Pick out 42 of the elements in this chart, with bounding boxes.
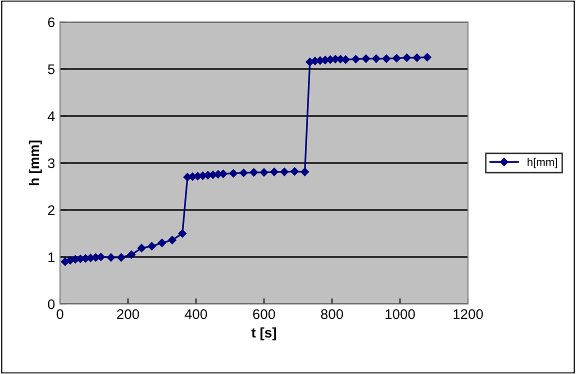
y-tick-label: 5 bbox=[48, 64, 55, 74]
point bbox=[127, 250, 136, 259]
y-tick-label: 3 bbox=[48, 158, 55, 168]
point bbox=[412, 54, 422, 62]
point bbox=[239, 168, 248, 177]
y-tick-label: 0 bbox=[48, 299, 55, 310]
x-tick-label: 200 bbox=[117, 309, 140, 320]
x-tick-label: 800 bbox=[321, 309, 344, 320]
point bbox=[280, 168, 289, 176]
legend-label: h[mm] bbox=[528, 158, 557, 168]
y-tick-label: 6 bbox=[48, 17, 55, 28]
y-axis-title: h [mm] bbox=[28, 140, 42, 186]
y-tick-label: 2 bbox=[48, 205, 54, 216]
x-tick-label: 1200 bbox=[454, 309, 483, 320]
point bbox=[178, 229, 187, 238]
point bbox=[219, 170, 228, 178]
point bbox=[229, 169, 238, 178]
point bbox=[362, 54, 370, 63]
point bbox=[168, 236, 176, 244]
point bbox=[372, 54, 380, 63]
point bbox=[148, 242, 156, 250]
point bbox=[117, 253, 126, 262]
point bbox=[392, 54, 401, 62]
x-tick-label: 600 bbox=[253, 309, 276, 320]
point bbox=[137, 244, 146, 252]
x-tick-label: 0 bbox=[56, 309, 64, 320]
x-tick-label: 1000 bbox=[386, 309, 415, 320]
point bbox=[260, 168, 268, 177]
point bbox=[300, 168, 309, 176]
point bbox=[352, 55, 360, 64]
y-tick-label: 4 bbox=[48, 111, 55, 122]
point bbox=[270, 168, 278, 176]
point bbox=[423, 53, 432, 62]
point bbox=[158, 238, 166, 248]
point bbox=[106, 253, 116, 262]
y-tick-label: 1 bbox=[48, 252, 54, 262]
point bbox=[290, 167, 299, 176]
x-tick-label: 400 bbox=[184, 309, 208, 320]
point bbox=[402, 54, 411, 62]
point bbox=[250, 168, 258, 177]
point bbox=[382, 54, 391, 63]
x-axis-title: t [s] bbox=[251, 327, 276, 340]
